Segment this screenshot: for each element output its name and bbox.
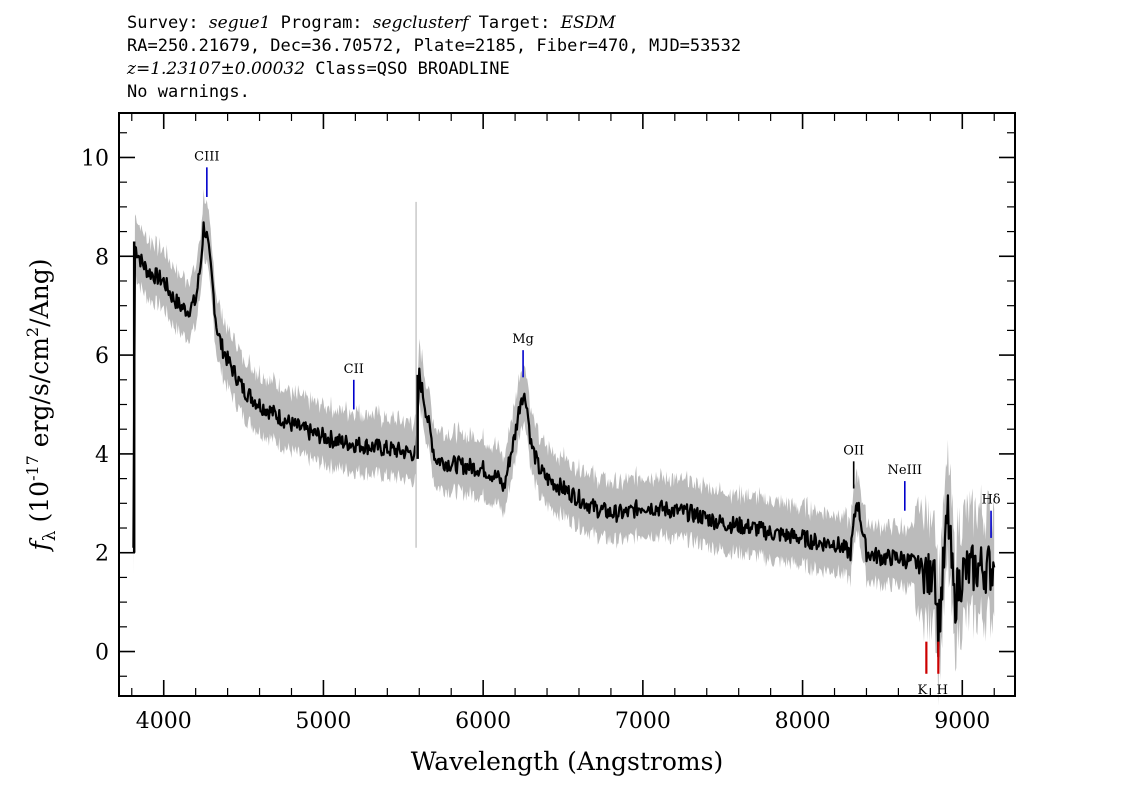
- y-axis-label-part-1: λ: [40, 530, 60, 541]
- header-line-coordinates: RA=250.21679, Dec=36.70572, Plate=2185, …: [127, 36, 742, 56]
- x-tick-label-1: 5000: [295, 709, 351, 734]
- y-tick-label-4: 8: [95, 245, 109, 270]
- y-axis-label-part-2: (10: [25, 481, 54, 531]
- y-tick-label-2: 4: [95, 443, 109, 468]
- absorption-line-label-1: H: [937, 683, 948, 698]
- header-line-warnings: No warnings.: [127, 82, 250, 102]
- y-tick-label-1: 2: [95, 542, 109, 567]
- error-band-area: [133, 188, 995, 706]
- emission-line-label-5: Hδ: [981, 493, 1000, 508]
- x-tick-label-3: 7000: [615, 709, 671, 734]
- emission-line-label-3: OII: [843, 443, 864, 458]
- flux-series-line: [132, 221, 996, 658]
- x-tick-label-4: 8000: [775, 709, 831, 734]
- survey-value: segue1: [208, 13, 271, 33]
- y-tick-label-5: 10: [81, 146, 109, 171]
- target-value: ESDM: [560, 13, 616, 33]
- y-axis-label-part-4: erg/s/cm: [25, 337, 54, 455]
- emission-line-label-2: Mg: [512, 332, 534, 347]
- class-value: Class=QSO BROADLINE: [315, 59, 510, 79]
- emission-line-label-4: NeIII: [888, 463, 922, 478]
- y-axis-label-part-0: f: [25, 537, 54, 552]
- y-tick-label-3: 6: [95, 344, 109, 369]
- program-value: segclusterf: [372, 13, 469, 33]
- axes-layer: 4000 5000 6000 7000 8000 9000 0 2 4 6 8 10: [81, 112, 1016, 734]
- x-tick-label-2: 6000: [455, 709, 511, 734]
- plot-layer: CIII CII Mg OII NeIII Hδ K H: [132, 149, 1001, 706]
- header-line-survey: Survey: segue1 Program: segclusterf Targ…: [127, 12, 741, 35]
- redshift-value: z=1.23107±0.00032: [127, 59, 306, 79]
- spectrum-header: Survey: segue1 Program: segclusterf Targ…: [127, 12, 741, 104]
- program-label: Program:: [280, 13, 363, 33]
- emission-line-label-0: CIII: [194, 149, 219, 164]
- header-line-redshift: z=1.23107±0.00032 Class=QSO BROADLINE: [127, 58, 741, 81]
- target-label: Target:: [478, 13, 551, 33]
- emission-line-label-1: CII: [344, 362, 364, 377]
- y-axis-label-part-3: -17: [23, 455, 42, 481]
- x-tick-label-0: 4000: [136, 709, 192, 734]
- y-axis-label: fλ (10-17 erg/s/cm2/Ang): [23, 259, 60, 553]
- survey-label: Survey:: [127, 13, 199, 33]
- x-tick-label-5: 9000: [934, 709, 990, 734]
- y-axis-label-part-5: 2: [23, 327, 42, 337]
- y-axis-label-part-6: /Ang): [25, 259, 54, 327]
- absorption-line-label-0: K: [917, 683, 927, 698]
- y-tick-label-0: 0: [95, 641, 109, 666]
- x-axis-label: Wavelength (Angstroms): [411, 747, 723, 776]
